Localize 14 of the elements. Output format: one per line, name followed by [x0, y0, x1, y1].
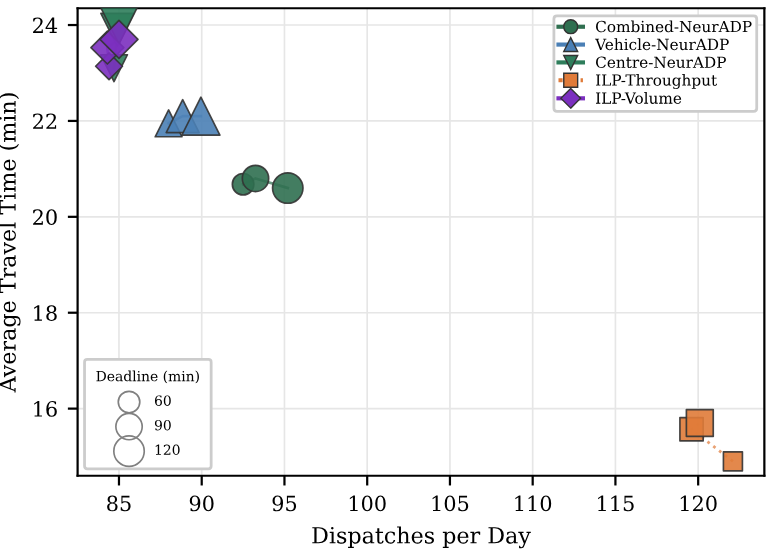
x-tick-label: 110 [515, 495, 552, 512]
x-tick-label: 95 [272, 495, 297, 512]
y-tick-label: 22 [33, 113, 57, 129]
y-tick-label: 20 [33, 209, 57, 226]
x-axis-title: Dispatches per Day [312, 526, 531, 549]
y-tick-label: 18 [34, 305, 57, 321]
y-tick-label: 24 [33, 17, 58, 33]
x-tick-label: 120 [680, 495, 717, 512]
x-tick-label: 105 [432, 495, 469, 512]
x-tick-label: 115 [598, 495, 634, 512]
x-tick-label: 90 [189, 495, 214, 512]
y-tick-label: 16 [34, 401, 57, 417]
x-tick-label: 85 [107, 495, 131, 512]
x-tick-label: 100 [349, 495, 386, 512]
